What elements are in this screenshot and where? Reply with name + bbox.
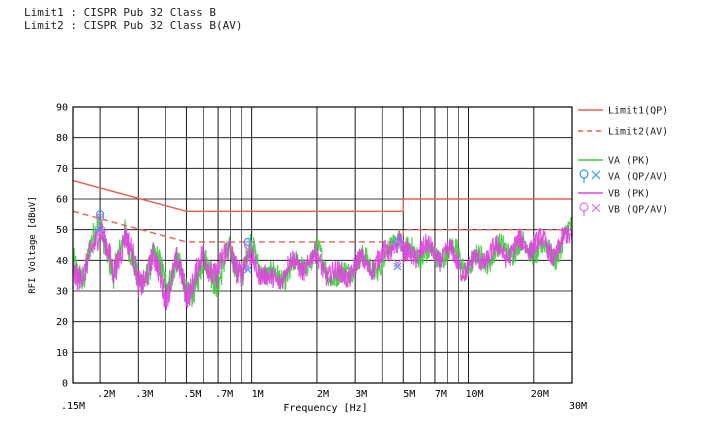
x-tick-label: 2M [317, 389, 329, 400]
chart-markers [95, 210, 402, 274]
y-tick-label: 60 [56, 195, 68, 206]
y-tick-label: 20 [56, 317, 68, 328]
av-marker-stroke [96, 225, 105, 234]
series-line-limit2-av- [72, 210, 572, 243]
y-tick-label: 50 [56, 225, 68, 236]
qp-marker [243, 240, 252, 250]
x-tick-label: 1M [252, 389, 264, 400]
legend-label: Limit2(AV) [608, 127, 668, 138]
legend-swatch [591, 170, 601, 180]
series-line-limit1-qp- [72, 179, 572, 212]
x-tick-label: .15M [61, 401, 85, 412]
y-tick-label: 90 [56, 103, 68, 114]
x-tick-label: 20M [531, 389, 549, 400]
av-marker-stroke [243, 265, 252, 274]
y-tick-label: 80 [56, 133, 68, 144]
x-tick-label: 10M [466, 389, 484, 400]
y-tick-label: 70 [56, 164, 68, 175]
legend-item: VA (PK) [578, 156, 650, 167]
legend-label: VA (QP/AV) [608, 172, 668, 183]
y-axis-label: RFI Voltage [dBuV] [28, 196, 38, 294]
legend-label: VB (QP/AV) [608, 205, 668, 216]
legend-item: VB (QP/AV) [579, 202, 668, 216]
legend-item: VA (QP/AV) [579, 169, 668, 183]
legend-item: Limit1(QP) [578, 106, 668, 117]
av-marker [393, 259, 402, 268]
av-marker-stroke [96, 228, 105, 237]
x-tick-label: 5M [403, 389, 415, 400]
legend-swatch [579, 169, 589, 179]
qp-marker [393, 237, 402, 247]
y-tick-label: 0 [62, 379, 68, 390]
limit2-caption: Limit2 : CISPR Pub 32 Class B(AV) [24, 19, 243, 32]
y-tick-label: 30 [56, 287, 68, 298]
y-tick-label: 40 [56, 256, 68, 267]
legend-swatch [591, 203, 601, 213]
legend-label: VB (PK) [608, 189, 650, 200]
av-marker-stroke [393, 262, 402, 271]
x-tick-label: 7M [435, 389, 447, 400]
av-marker-stroke [393, 259, 402, 268]
av-marker-stroke [243, 262, 252, 271]
av-marker [96, 228, 105, 237]
legend-item: Limit2(AV) [578, 127, 668, 138]
x-tick-label: .2M [97, 389, 115, 400]
legend-label: VA (PK) [608, 156, 650, 167]
qp-marker [393, 240, 402, 250]
x-tick-label: .7M [215, 389, 233, 400]
av-marker [96, 225, 105, 234]
qp-marker [95, 210, 105, 219]
chart-legend: Limit1(QP) Limit2(AV) VA (PK) VA (QP/AV) VB … [578, 106, 668, 216]
av-marker [393, 262, 402, 271]
qp-marker [243, 237, 252, 247]
x-tick-labels: .15M .2M .3M .5M .7M 1M 2M 3M 5M 7M 10M 20M 30M [61, 389, 587, 412]
y-tick-labels: 0 10 20 30 40 50 60 70 80 90 [56, 103, 68, 390]
x-tick-label: .3M [135, 389, 153, 400]
x-tick-label: 30M [569, 401, 587, 412]
legend-item: VB (PK) [578, 189, 650, 200]
x-tick-label: 3M [355, 389, 367, 400]
series-line-vb-pk- [72, 222, 573, 311]
av-marker [243, 265, 252, 274]
legend-swatch [579, 202, 589, 212]
chart-series [72, 179, 573, 311]
av-marker [243, 262, 252, 271]
plot-frame [72, 106, 573, 384]
legend-label: Limit1(QP) [608, 106, 668, 117]
y-tick-label: 10 [56, 348, 68, 359]
x-tick-label: .5M [183, 389, 201, 400]
limit1-caption: Limit1 : CISPR Pub 32 Class B [24, 6, 217, 19]
x-axis-label: Frequency [Hz] [283, 403, 367, 414]
qp-marker [95, 213, 105, 222]
